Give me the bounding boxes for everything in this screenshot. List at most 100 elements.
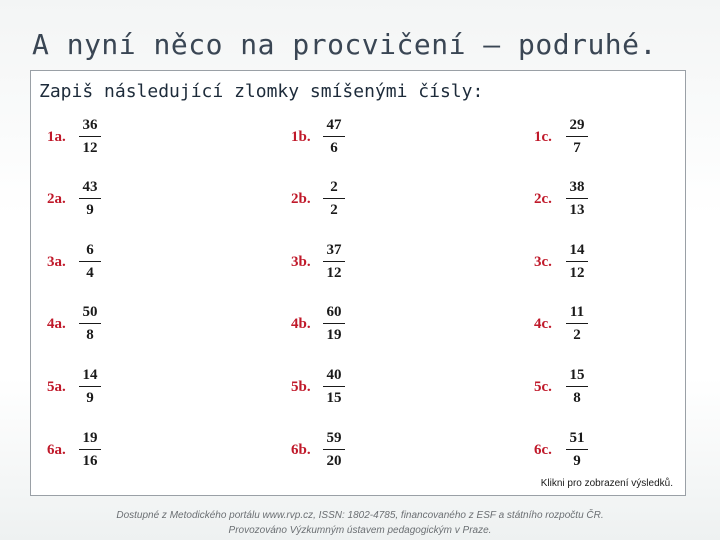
exercise-label: 5c. [534,378,552,395]
exercise-label: 2b. [291,190,311,207]
exercise-3c: 3c. 14 12 [534,242,588,282]
denominator: 19 [326,327,342,343]
exercise-label: 1c. [534,128,552,145]
exercise-5b: 5b. 40 15 [291,367,345,407]
exercise-heading: Zapiš následující zlomky smíšenými čísly… [39,81,484,102]
exercise-6c: 6c. 51 9 [534,430,588,470]
numerator: 43 [82,179,98,195]
numerator: 50 [82,304,98,320]
fraction: 6 4 [79,242,101,282]
footer-line-1: Dostupné z Metodického portálu www.rvp.c… [116,510,604,521]
fraction: 59 20 [323,430,345,470]
exercise-2a: 2a. 43 9 [47,179,101,219]
exercise-label: 6c. [534,441,552,458]
numerator: 47 [326,117,342,133]
exercise-3a: 3a. 6 4 [47,242,101,282]
denominator: 20 [326,453,342,469]
exercise-label: 1b. [291,128,311,145]
fraction-bar [79,198,101,199]
exercise-label: 2c. [534,190,552,207]
exercise-4a: 4a. 50 8 [47,304,101,344]
numerator: 19 [82,430,98,446]
numerator: 2 [330,179,338,195]
denominator: 4 [86,265,94,281]
exercise-label: 1a. [47,128,66,145]
fraction: 14 12 [566,242,588,282]
numerator: 38 [569,179,585,195]
fraction: 51 9 [566,430,588,470]
exercise-2b: 2b. 2 2 [291,179,345,219]
exercise-label: 4a. [47,315,66,332]
numerator: 36 [82,117,98,133]
exercise-label: 2a. [47,190,66,207]
exercise-2c: 2c. 38 13 [534,179,588,219]
exercise-6a: 6a. 19 16 [47,430,101,470]
denominator: 15 [326,390,342,406]
exercise-label: 6a. [47,441,66,458]
numerator: 51 [569,430,585,446]
exercise-panel: Zapiš následující zlomky smíšenými čísly… [30,70,686,496]
denominator: 13 [569,202,585,218]
footer: Dostupné z Metodického portálu www.rvp.c… [0,508,720,538]
numerator: 60 [326,304,342,320]
denominator: 12 [326,265,342,281]
show-results-link[interactable]: Klikni pro zobrazení výsledků. [540,478,673,489]
fraction: 40 15 [323,367,345,407]
fraction-bar [323,323,345,324]
exercise-5a: 5a. 14 9 [47,367,101,407]
fraction-bar [566,261,588,262]
fraction-bar [323,449,345,450]
exercise-label: 3b. [291,253,311,270]
fraction-bar [323,386,345,387]
denominator: 7 [573,140,581,156]
fraction: 15 8 [566,367,588,407]
exercise-label: 3a. [47,253,66,270]
fraction: 2 2 [323,179,345,219]
denominator: 9 [86,202,94,218]
numerator: 15 [569,367,585,383]
fraction: 43 9 [79,179,101,219]
fraction: 14 9 [79,367,101,407]
exercise-6b: 6b. 59 20 [291,430,345,470]
slide-title: A nyní něco na procvičení – podruhé. [32,28,657,61]
numerator: 11 [569,304,585,320]
fraction: 11 2 [566,304,588,344]
fraction: 37 12 [323,242,345,282]
denominator: 12 [569,265,585,281]
exercise-5c: 5c. 15 8 [534,367,588,407]
numerator: 37 [326,242,342,258]
denominator: 16 [82,453,98,469]
exercise-1b: 1b. 47 6 [291,117,345,157]
numerator: 59 [326,430,342,446]
fraction-bar [566,136,588,137]
fraction: 50 8 [79,304,101,344]
denominator: 8 [573,390,581,406]
numerator: 14 [82,367,98,383]
fraction: 38 13 [566,179,588,219]
fraction-bar [79,386,101,387]
denominator: 8 [86,327,94,343]
exercise-label: 5a. [47,378,66,395]
fraction-bar [323,198,345,199]
exercise-1a: 1a. 36 12 [47,117,101,157]
exercise-4c: 4c. 11 2 [534,304,588,344]
fraction: 19 16 [79,430,101,470]
exercise-label: 4b. [291,315,311,332]
numerator: 40 [326,367,342,383]
fraction: 29 7 [566,117,588,157]
fraction-bar [566,449,588,450]
denominator: 6 [330,140,338,156]
fraction-bar [323,136,345,137]
fraction-bar [566,198,588,199]
exercise-1c: 1c. 29 7 [534,117,588,157]
numerator: 14 [569,242,585,258]
exercise-label: 3c. [534,253,552,270]
exercise-label: 4c. [534,315,552,332]
fraction-bar [566,323,588,324]
fraction-bar [323,261,345,262]
fraction-bar [79,449,101,450]
denominator: 9 [86,390,94,406]
exercise-label: 5b. [291,378,311,395]
numerator: 29 [569,117,585,133]
exercise-3b: 3b. 37 12 [291,242,345,282]
